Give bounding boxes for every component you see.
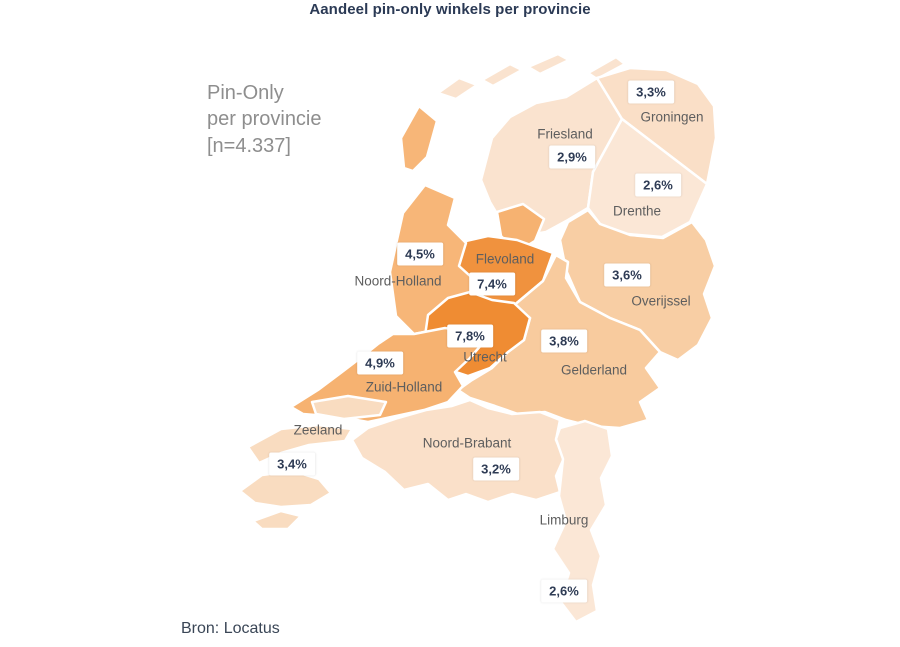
province-zeeland-shape xyxy=(310,394,388,421)
legend-line-2: per provincie xyxy=(207,108,322,131)
legend-line-3: [n=4.337] xyxy=(207,134,291,157)
wadden-island-icon xyxy=(480,62,524,88)
source-note: Bron: Locatus xyxy=(181,620,280,637)
wadden-island-icon xyxy=(586,55,627,81)
province-zeeland-shape xyxy=(238,469,333,509)
province-zeeland-shape xyxy=(251,509,303,531)
map-legend: Pin-Only per provincie [n=4.337] xyxy=(207,80,322,159)
wadden-island-icon xyxy=(526,52,571,76)
chart-title: Aandeel pin-only winkels per provincie xyxy=(309,1,591,18)
province-limburg-shape xyxy=(551,419,614,624)
wadden-island-icon xyxy=(436,76,479,101)
province-zeeland-shape xyxy=(246,423,354,465)
legend-line-1: Pin-Only xyxy=(207,82,284,104)
texel-island-shape xyxy=(399,104,439,173)
